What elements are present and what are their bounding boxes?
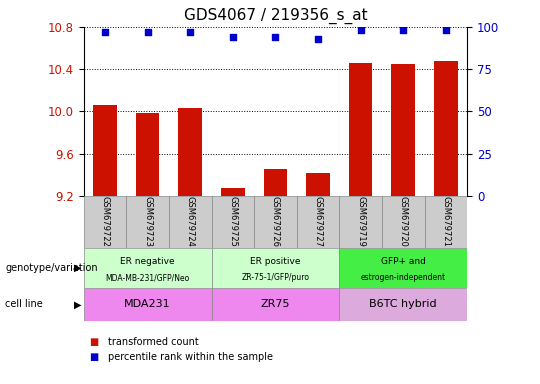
Bar — [339, 248, 467, 288]
Text: estrogen-independent: estrogen-independent — [361, 273, 446, 282]
Point — [442, 27, 450, 33]
Text: ER positive: ER positive — [250, 257, 301, 266]
Bar — [212, 196, 254, 248]
Bar — [339, 196, 382, 248]
Text: genotype/variation: genotype/variation — [5, 263, 98, 273]
Point — [399, 27, 408, 33]
Text: MDA-MB-231/GFP/Neo: MDA-MB-231/GFP/Neo — [105, 273, 190, 282]
Bar — [126, 196, 169, 248]
Bar — [221, 189, 245, 196]
Text: GSM679725: GSM679725 — [228, 196, 237, 247]
Point — [143, 29, 152, 35]
Bar — [84, 196, 126, 248]
Bar — [392, 64, 415, 196]
Bar — [264, 169, 287, 196]
Bar — [84, 248, 212, 288]
Bar — [296, 196, 339, 248]
Text: ER negative: ER negative — [120, 257, 175, 266]
Point — [228, 34, 237, 40]
Text: GSM679723: GSM679723 — [143, 196, 152, 247]
Point — [100, 29, 109, 35]
Text: percentile rank within the sample: percentile rank within the sample — [108, 352, 273, 362]
Point — [271, 34, 280, 40]
Bar — [212, 248, 339, 288]
Bar — [169, 196, 212, 248]
Text: GSM679726: GSM679726 — [271, 196, 280, 247]
Bar — [306, 173, 330, 196]
Bar — [84, 288, 212, 321]
Text: GSM679724: GSM679724 — [186, 196, 195, 247]
Text: B6TC hybrid: B6TC hybrid — [369, 299, 437, 310]
Point — [314, 36, 322, 42]
Text: ZR75: ZR75 — [261, 299, 290, 310]
Text: GSM679722: GSM679722 — [100, 196, 110, 247]
Text: ZR-75-1/GFP/puro: ZR-75-1/GFP/puro — [241, 273, 309, 282]
Text: GSM679719: GSM679719 — [356, 196, 365, 247]
Text: ■: ■ — [89, 352, 98, 362]
Text: MDA231: MDA231 — [124, 299, 171, 310]
Text: transformed count: transformed count — [108, 337, 199, 347]
Text: ▶: ▶ — [73, 299, 81, 310]
Bar — [179, 108, 202, 196]
Bar — [136, 114, 159, 196]
Bar — [254, 196, 296, 248]
Text: GSM679727: GSM679727 — [314, 196, 322, 247]
Bar — [349, 63, 372, 196]
Text: GFP+ and: GFP+ and — [381, 257, 426, 266]
Title: GDS4067 / 219356_s_at: GDS4067 / 219356_s_at — [184, 8, 367, 24]
Text: GSM679721: GSM679721 — [441, 196, 450, 247]
Text: cell line: cell line — [5, 299, 43, 310]
Text: ▶: ▶ — [73, 263, 81, 273]
Point — [186, 29, 194, 35]
Bar — [382, 196, 424, 248]
Text: ■: ■ — [89, 337, 98, 347]
Bar — [93, 105, 117, 196]
Text: GSM679720: GSM679720 — [399, 196, 408, 247]
Point — [356, 27, 365, 33]
Bar — [434, 61, 457, 196]
Bar — [339, 288, 467, 321]
Bar — [212, 288, 339, 321]
Bar — [424, 196, 467, 248]
